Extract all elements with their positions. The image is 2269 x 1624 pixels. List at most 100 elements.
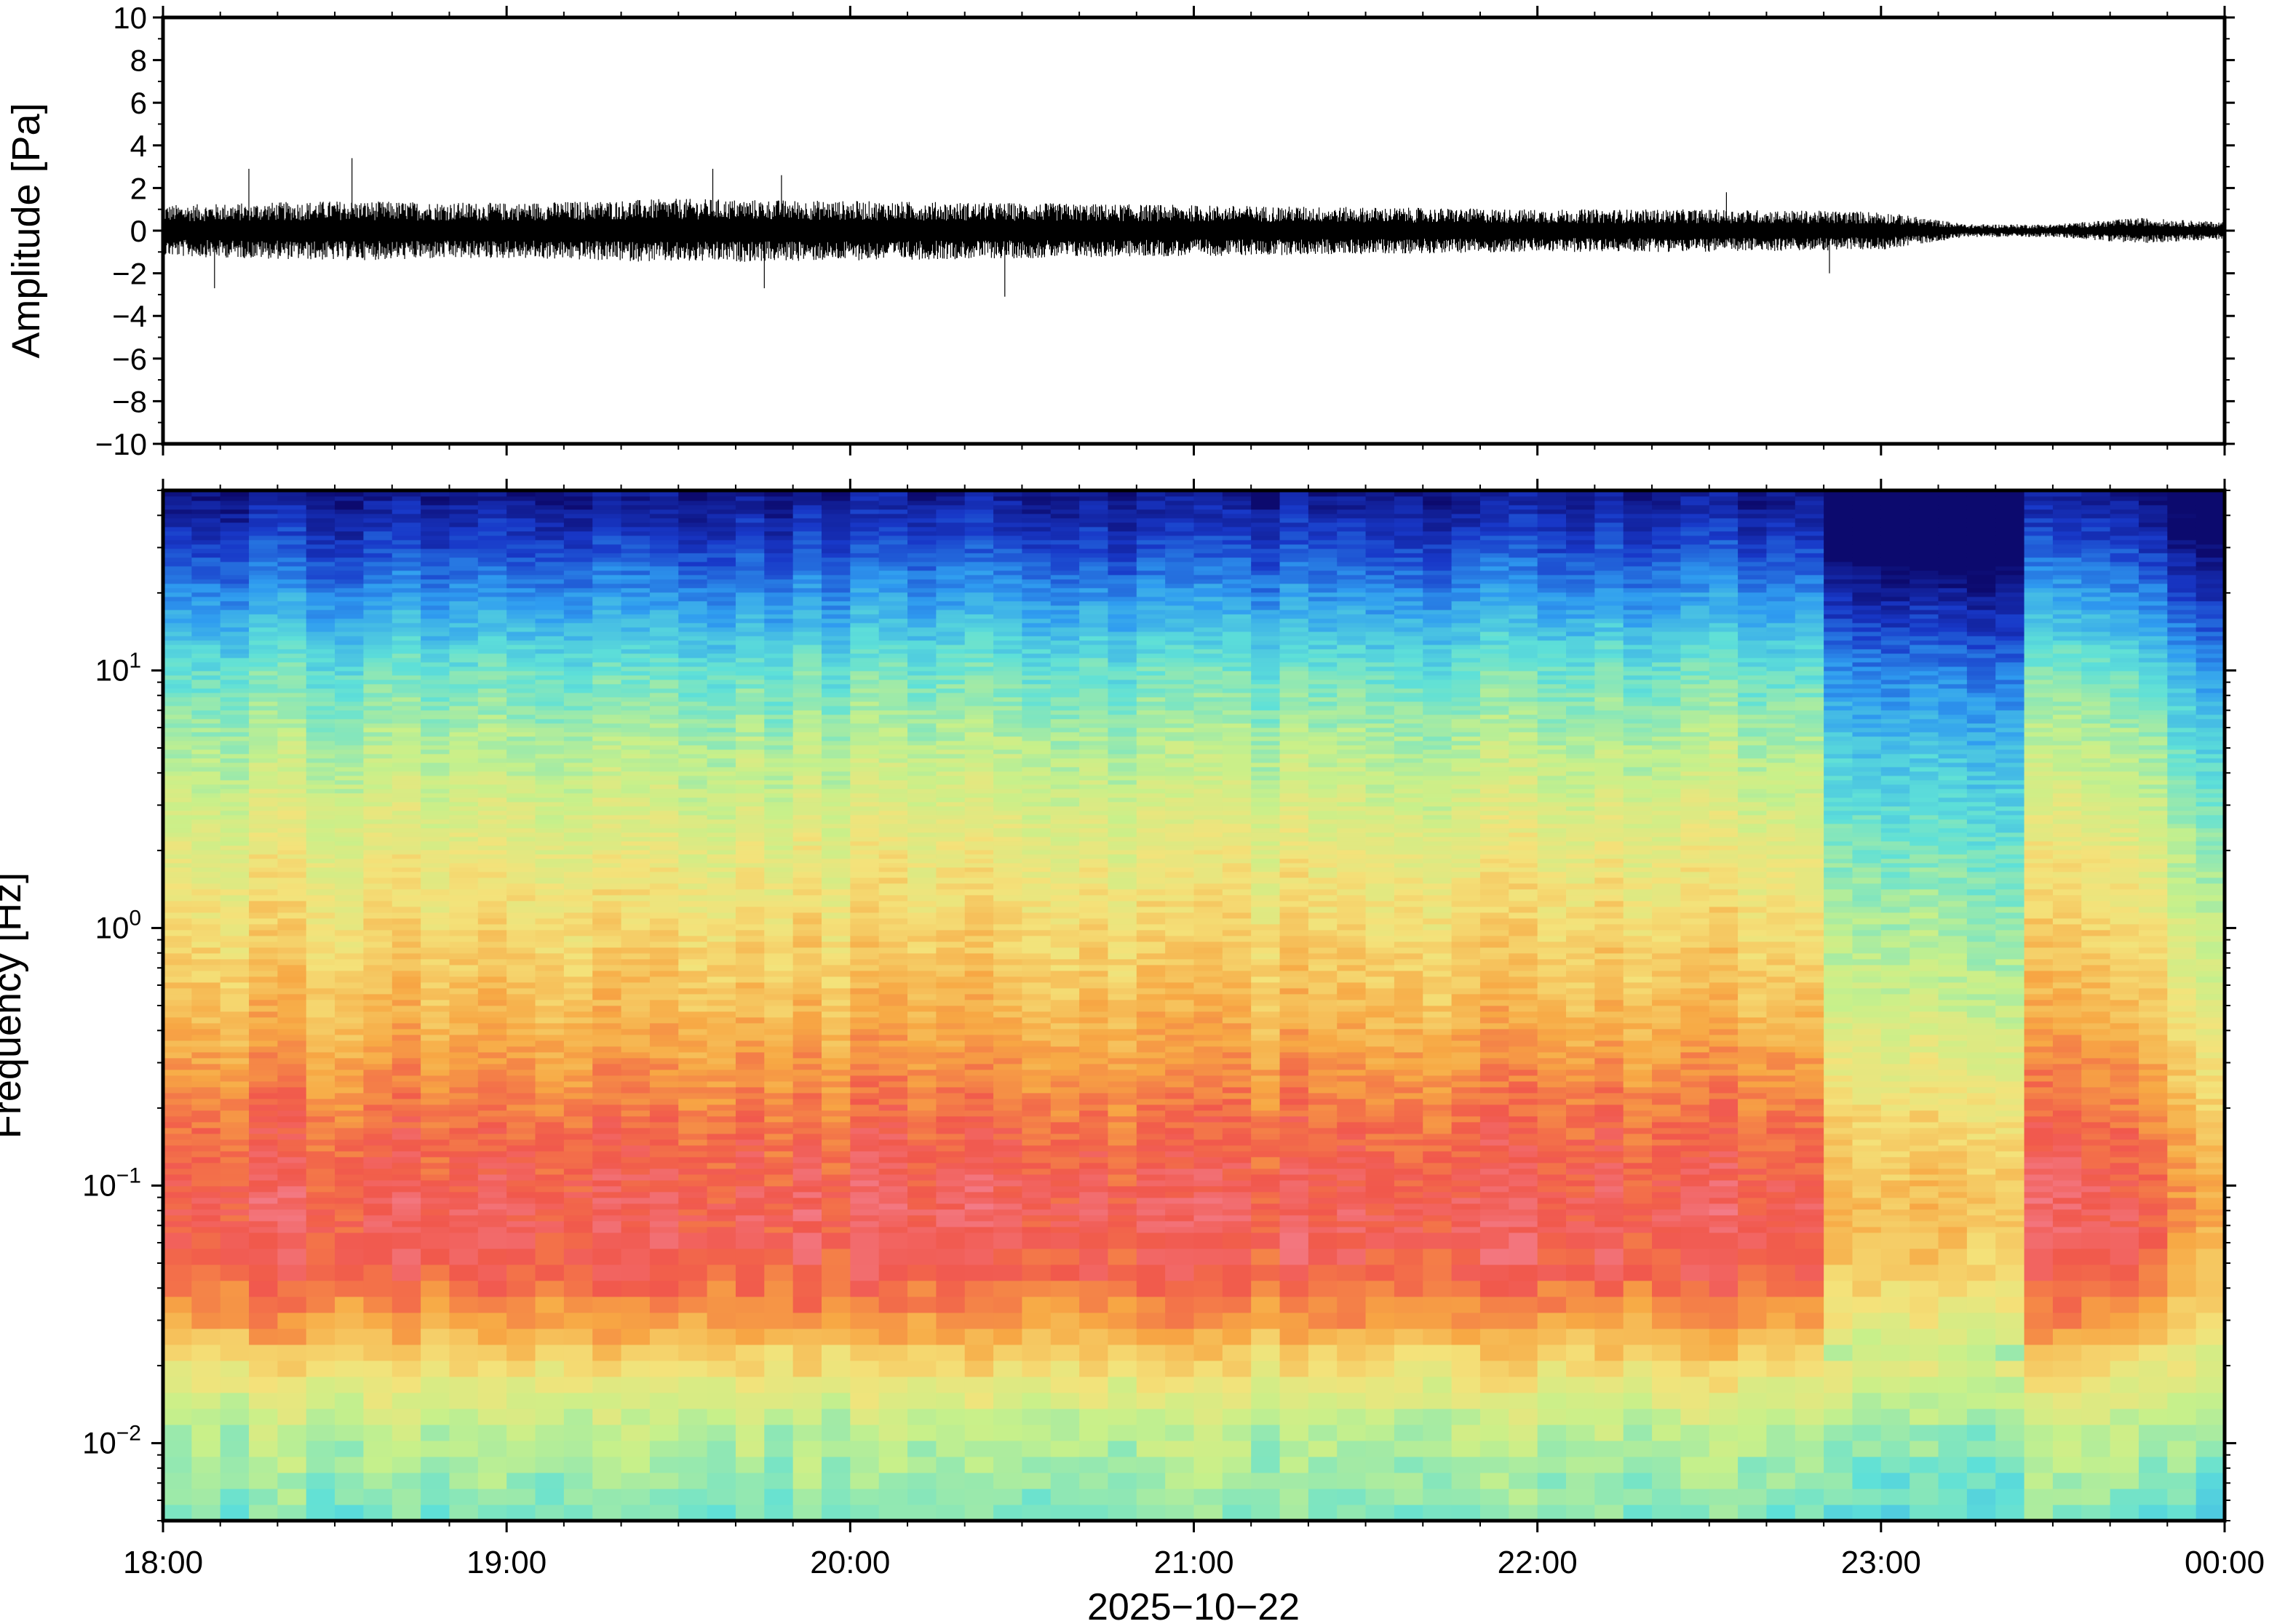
spectrogram-cell [850,701,880,706]
spectrogram-cell [363,850,393,855]
spectrogram-cell [306,819,335,824]
spectrogram-cell [163,588,192,593]
spectrogram-cell [535,797,565,803]
spectrogram-cell [363,1377,393,1393]
spectrogram-cell [421,671,450,676]
spectrogram-cell [249,1163,278,1169]
spectrogram-cell [535,614,565,619]
spectrogram-cell [907,1110,937,1117]
spectrogram-cell [421,1000,450,1006]
spectrogram-cell [649,553,679,558]
spectrogram-cell [363,706,393,711]
spectrogram-cell [363,505,393,510]
waveform-frame [161,15,2227,446]
spectrogram-cell [764,1345,794,1361]
spectrogram-cell [735,863,765,868]
spectrogram-cell [707,877,736,884]
spectrogram-cell [707,802,736,807]
spectrogram-cell [363,1128,393,1134]
spectrogram-cell [936,501,966,506]
spectrogram-cell [764,1186,794,1193]
spectrogram-cell [964,841,994,846]
spectrogram-cell [563,1064,593,1070]
spectrogram-cell [335,907,365,913]
spectrogram-cell [249,662,278,667]
spectrogram-cell [220,706,250,711]
spectrogram-cell [964,1064,994,1070]
spectrogram-cell [306,806,335,811]
spectrogram-cell [477,588,507,593]
spectrogram-cell [421,501,450,506]
spectrogram-cell [735,930,765,936]
spectrogram-cell [535,994,565,1000]
spectrogram-cell [220,1473,250,1489]
spectrogram-cell [621,1116,651,1123]
spectrogram-cell [735,522,765,528]
spectrogram-cell [363,601,393,606]
spectrogram-cell [421,1052,450,1059]
spectrogram-cell [649,877,679,884]
spectrogram-cell [850,1157,880,1163]
spectrogram-cell [821,1441,851,1457]
spectrogram-cell [506,1087,536,1094]
spectrogram-cell [707,531,736,536]
spectrogram-cell [220,1174,250,1181]
spectrogram-cell [907,1029,937,1035]
spectrogram-cell [163,1058,192,1064]
spectrogram-cell [964,1174,994,1181]
spectrogram-cell [506,806,536,811]
spectrogram-cell [363,754,393,759]
spectrogram-cell [878,1457,908,1473]
spectrogram-cell [506,632,536,637]
spectrogram-cell [477,1393,507,1409]
spectrogram-cell [392,1221,421,1227]
spectrogram-cell [335,841,365,846]
spectrogram-cell [421,1104,450,1111]
spectrogram-cell [649,1087,679,1094]
spectrogram-cell [764,907,794,913]
spectrogram-cell [907,645,937,650]
spectrogram-cell [821,1058,851,1064]
spectrogram-cell [764,675,794,680]
spectrogram-cell [220,907,250,913]
spectrogram-cell [850,1006,880,1012]
spectrogram-cell [707,540,736,545]
spectrogram-cell [163,837,192,842]
spectrogram-cell [363,828,393,833]
spectrogram-cell [592,680,622,685]
spectrogram-cell [964,947,994,954]
spectrogram-cell [277,540,307,545]
spectrogram-cell [506,723,536,728]
spectrogram-cell [792,715,822,720]
spectrogram-cell [477,1093,507,1099]
spectrogram-cell [707,623,736,628]
spectrogram-cell [907,605,937,610]
spectrogram-cell [649,1180,679,1187]
spectrogram-cell [306,562,335,567]
spectrogram-cell [878,924,908,931]
spectrogram-cell [764,942,794,948]
spectrogram-cell [792,877,822,884]
spectrogram-cell [535,850,565,855]
spectrogram-cell [506,1329,536,1345]
spectrogram-cell [621,1313,651,1329]
spectrogram-cell [163,636,192,641]
spectrogram-cell [964,1157,994,1163]
spectrogram-cell [678,1265,708,1281]
spectrogram-cell [964,1128,994,1134]
spectrogram-cell [735,1017,765,1024]
spectrogram-cell [449,509,479,514]
spectrogram-column [878,490,908,1521]
spectrogram-cell [678,618,708,624]
spectrogram-cell [335,1128,365,1134]
spectrogram-cell [506,1249,536,1265]
spectrogram-cell [392,1087,421,1094]
spectrogram-cell [477,872,507,878]
spectrogram-cell [449,819,479,824]
spectrogram-cell [535,959,565,966]
spectrogram-cell [707,723,736,728]
spectrogram-cell [936,959,966,966]
spectrogram-cell [477,522,507,528]
spectrogram-cell [936,942,966,948]
spectrogram-cell [821,549,851,554]
